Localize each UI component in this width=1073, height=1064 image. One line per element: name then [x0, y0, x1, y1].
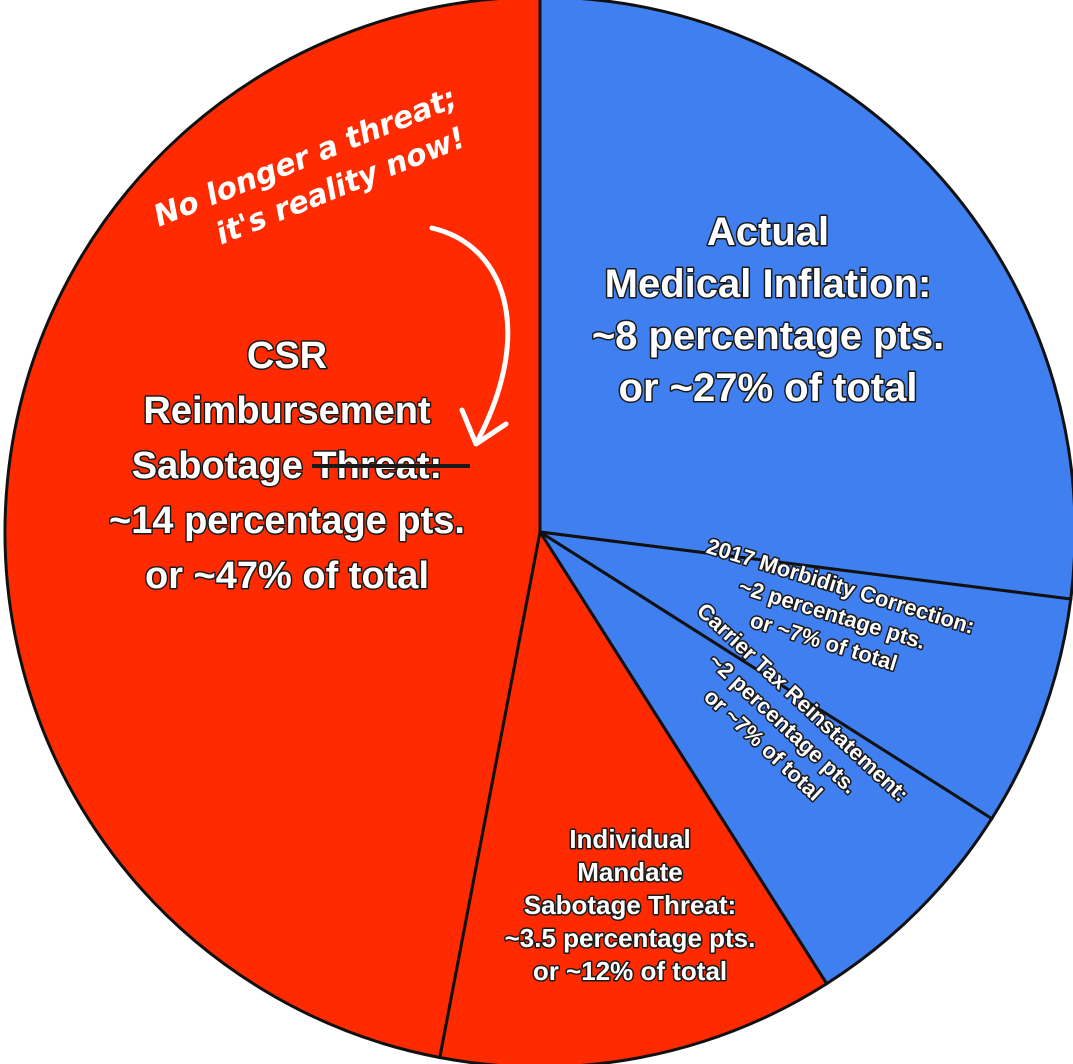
slice-label-3-line-4: or ~12% of total: [533, 956, 727, 986]
pie-slice-2: [538, 530, 994, 986]
slice-label-4-line-0: CSR: [247, 335, 327, 377]
pie-slice-1: [539, 530, 1073, 821]
slice-label-0-line-0: Actual: [707, 210, 829, 254]
slice-label-0: Actual Medical Inflation: ~8 percentage pt…: [590, 209, 945, 412]
slice-label-3-line-3: ~3.5 percentage pts.: [505, 923, 756, 953]
slice-label-3-line-1: Mandate: [577, 857, 682, 887]
slice-label-3-line-2: Sabotage Threat:: [524, 890, 736, 920]
pie-slice-4: [3, 0, 542, 1060]
pie-slice-0: [538, 0, 1073, 601]
slice-label-0-line-1: Medical Inflation:: [605, 262, 932, 306]
annotation-arrowhead: [459, 407, 509, 447]
slice-label-0-line-2: ~8 percentage pts.: [592, 314, 944, 358]
slice-label-0-line-3: or ~27% of total: [619, 366, 918, 410]
slice-label-4-line-1: Reimbursement: [143, 390, 431, 432]
slice-label-4-line-4: or ~47% of total: [145, 555, 429, 597]
slice-label-4-line-3: ~14 percentage pts.: [109, 500, 465, 542]
annotation-arrow: [429, 225, 511, 443]
slice-label-3-line-0: Individual: [569, 824, 690, 854]
